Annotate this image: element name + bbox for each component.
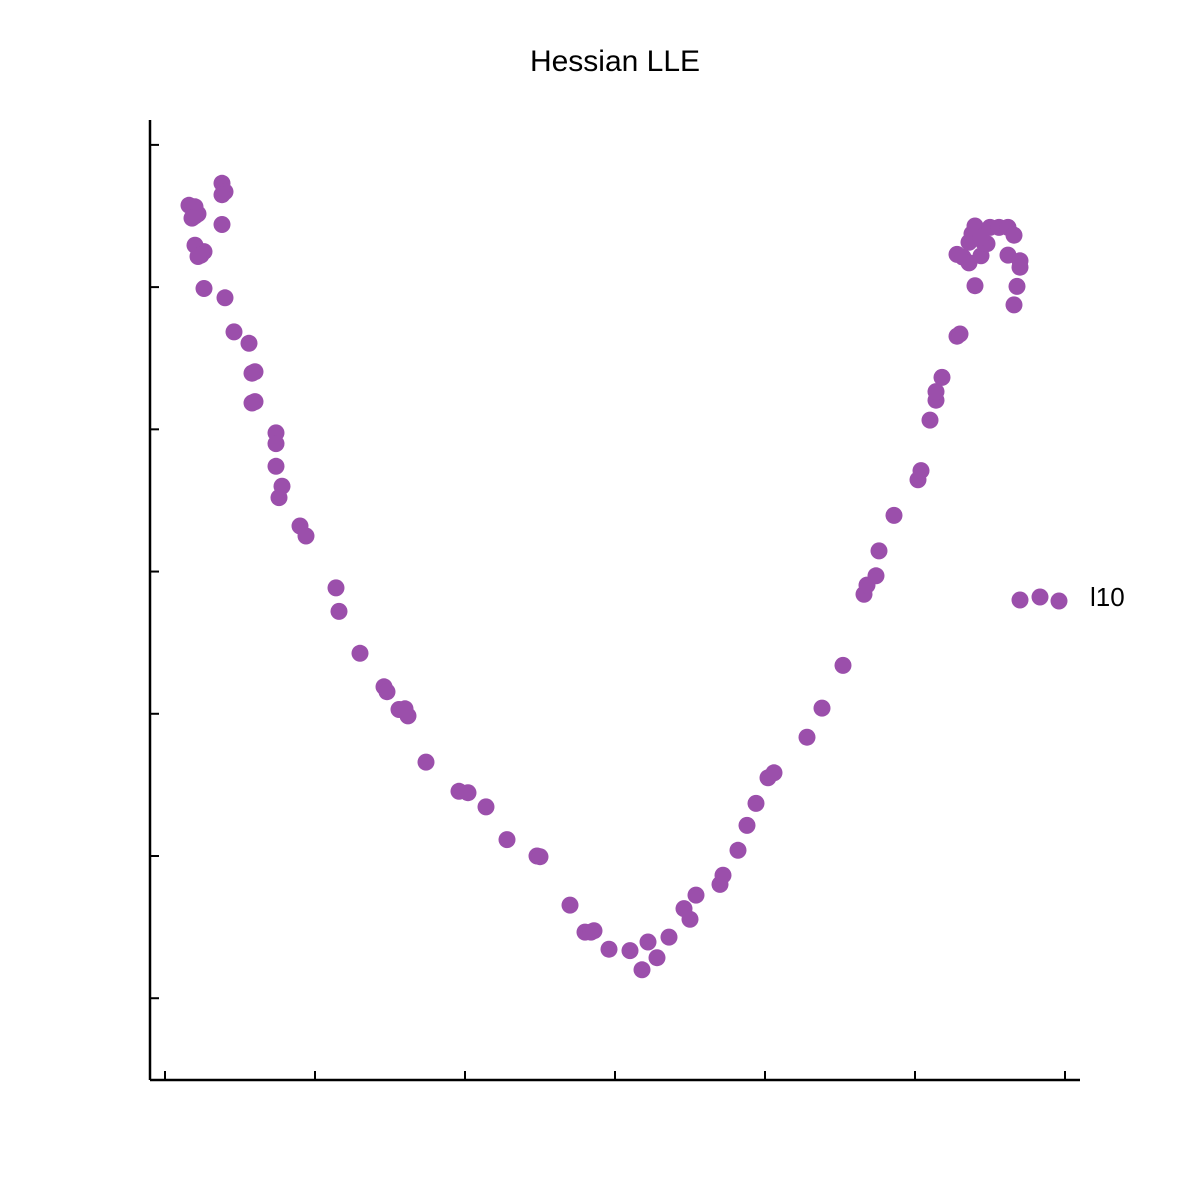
data-point xyxy=(687,886,705,904)
data-point xyxy=(267,457,285,475)
data-point xyxy=(183,209,201,227)
data-point xyxy=(600,940,618,958)
data-point xyxy=(765,764,783,782)
data-point xyxy=(921,411,939,429)
data-point xyxy=(966,277,984,295)
data-point xyxy=(213,186,231,204)
data-point xyxy=(399,707,417,725)
data-point xyxy=(195,280,213,297)
data-point xyxy=(1008,277,1026,295)
data-point xyxy=(639,933,657,951)
data-point xyxy=(912,462,930,480)
data-point xyxy=(531,848,549,866)
data-point xyxy=(1005,296,1023,314)
legend-marker-dot xyxy=(1050,592,1068,610)
data-point xyxy=(378,683,396,701)
data-point xyxy=(585,922,603,940)
data-point xyxy=(885,506,903,524)
data-point xyxy=(834,656,852,674)
data-point xyxy=(933,368,951,386)
data-point xyxy=(1011,258,1029,276)
data-point xyxy=(813,699,831,717)
data-point xyxy=(216,289,234,307)
data-point xyxy=(297,527,315,545)
data-point xyxy=(498,831,516,849)
data-point xyxy=(270,489,288,507)
data-point xyxy=(660,928,678,946)
data-point xyxy=(561,896,579,914)
data-point xyxy=(213,216,231,233)
data-point xyxy=(738,816,756,834)
data-point xyxy=(681,910,699,928)
data-point xyxy=(459,784,477,802)
data-point xyxy=(240,334,258,352)
data-point xyxy=(1005,226,1023,244)
data-point xyxy=(246,393,264,411)
data-point xyxy=(714,866,732,884)
data-point xyxy=(798,728,816,746)
data-point xyxy=(633,961,651,979)
legend-marker-dot xyxy=(1031,588,1049,606)
data-point xyxy=(189,248,207,265)
data-point xyxy=(267,435,285,453)
data-point xyxy=(246,363,264,381)
data-point xyxy=(327,579,345,597)
data-point xyxy=(927,383,945,401)
data-point xyxy=(729,841,747,859)
legend: l10 xyxy=(1011,582,1125,612)
data-point xyxy=(417,753,435,771)
data-point xyxy=(951,325,969,343)
data-point xyxy=(747,794,765,812)
legend-marker xyxy=(1011,588,1068,610)
data-point xyxy=(960,254,978,272)
data-point xyxy=(330,602,348,620)
data-point xyxy=(621,942,639,960)
data-point xyxy=(225,323,243,341)
legend-marker-dot xyxy=(1011,591,1029,609)
chart-title: Hessian LLE xyxy=(530,45,700,78)
scatter-points xyxy=(180,174,1029,979)
axes xyxy=(148,120,1080,1082)
data-point xyxy=(867,567,885,585)
data-point xyxy=(477,798,495,816)
legend-label: l10 xyxy=(1090,582,1125,612)
data-point xyxy=(870,542,888,560)
data-point xyxy=(351,644,369,662)
data-point xyxy=(648,949,666,967)
